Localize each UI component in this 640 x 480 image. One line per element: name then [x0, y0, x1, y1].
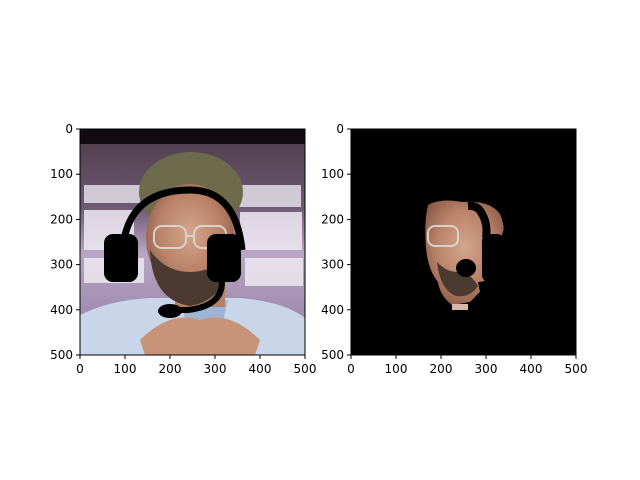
y-tick-label: 100: [50, 167, 73, 181]
y-tick-label: 0: [65, 122, 73, 136]
right-axes-frame: [350, 128, 577, 356]
banner-text-block: [235, 185, 301, 207]
y-tick-label: 500: [50, 348, 73, 362]
hands: [140, 317, 260, 355]
y-tick-label: 500: [321, 348, 344, 362]
x-tick-label: 200: [159, 362, 182, 376]
banner-text-block: [245, 258, 303, 286]
y-tick-label: 400: [321, 303, 344, 317]
left-axes-frame: [79, 128, 306, 356]
headset-right-earcup: [207, 234, 241, 282]
y-tick-label: 300: [321, 258, 344, 272]
x-tick-label: 100: [385, 362, 408, 376]
y-tick-label: 200: [50, 212, 73, 226]
x-tick-label: 300: [204, 362, 227, 376]
x-tick-label: 0: [76, 362, 84, 376]
x-tick-label: 200: [430, 362, 453, 376]
mask-cutout-earcup: [482, 234, 504, 282]
y-tick-label: 100: [321, 167, 344, 181]
x-tick-label: 500: [294, 362, 317, 376]
y-tick-label: 0: [336, 122, 344, 136]
masked-glasses: [427, 225, 459, 247]
x-tick-label: 300: [475, 362, 498, 376]
headset-mic: [158, 304, 182, 318]
masked-neck-sliver: [452, 304, 468, 310]
y-tick-label: 400: [50, 303, 73, 317]
x-tick-label: 400: [520, 362, 543, 376]
y-tick-label: 200: [321, 212, 344, 226]
mask-cutout-headband: [467, 201, 491, 239]
beard: [150, 250, 232, 306]
headset-mic-boom: [168, 281, 225, 313]
masked-beard: [437, 262, 478, 297]
x-tick-label: 400: [249, 362, 272, 376]
banner-text-block: [240, 212, 302, 250]
left-image-panel: [80, 129, 305, 355]
headset-left-earcup: [104, 234, 138, 282]
banner-text-block: [84, 185, 144, 203]
x-tick-label: 0: [347, 362, 355, 376]
y-tick-label: 300: [50, 258, 73, 272]
x-tick-label: 100: [114, 362, 137, 376]
mask-cutout-mic: [456, 259, 476, 277]
x-tick-label: 500: [565, 362, 588, 376]
right-image-panel: [351, 129, 576, 355]
headset-headband: [118, 186, 246, 263]
photo-top-band: [80, 129, 305, 144]
